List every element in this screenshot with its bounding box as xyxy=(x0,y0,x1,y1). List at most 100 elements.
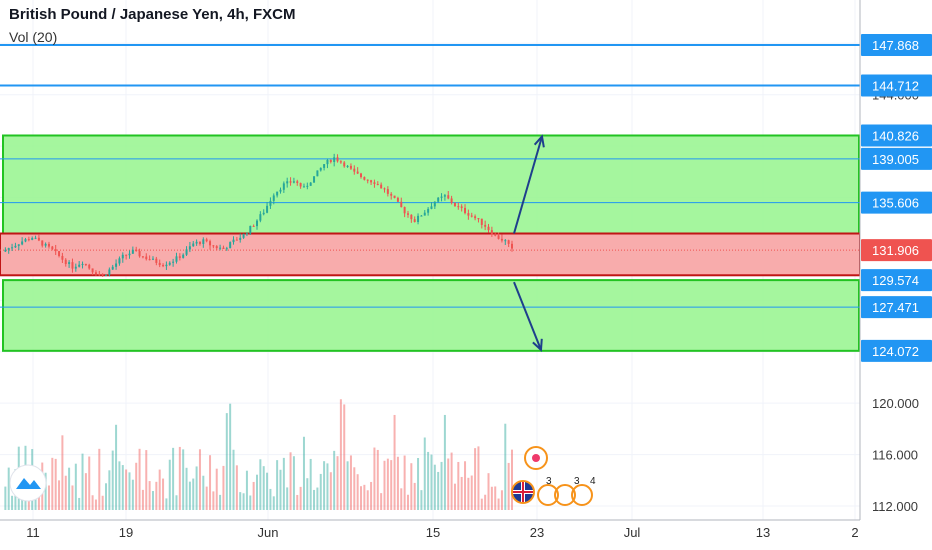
candle-body xyxy=(316,170,319,177)
symbol-title: British Pound / Japanese Yen, 4h, FXCM xyxy=(9,6,296,23)
price-axis[interactable]: 112.000116.000120.000144.000147.868144.7… xyxy=(859,0,932,520)
date-axis-bg xyxy=(0,520,932,550)
volume-bar xyxy=(54,458,57,510)
candle-body xyxy=(386,189,389,194)
price-tag xyxy=(861,147,932,170)
volume-bar xyxy=(141,489,144,510)
volume-bar xyxy=(252,481,255,510)
candle-body xyxy=(7,248,10,250)
volume-bar xyxy=(487,473,490,510)
volume-bar xyxy=(494,486,497,510)
volume-bar xyxy=(192,478,195,510)
candle-body xyxy=(252,225,255,227)
volume-bar xyxy=(289,452,292,510)
volume-bar xyxy=(443,414,446,510)
volume-bar xyxy=(245,470,248,510)
volume-bar xyxy=(450,452,453,510)
candle-body xyxy=(413,219,416,222)
candle-body xyxy=(219,247,222,249)
candle-body xyxy=(390,193,393,196)
candle-body xyxy=(272,195,275,201)
candle-body xyxy=(141,256,144,258)
volume-bar xyxy=(262,466,265,510)
candle-body xyxy=(68,262,71,265)
tradingview-logo[interactable] xyxy=(9,464,47,502)
horizontal-lines[interactable] xyxy=(0,43,860,308)
candle-body xyxy=(403,207,406,214)
volume-bar xyxy=(128,472,131,510)
price-tag xyxy=(861,339,932,362)
arrow-head xyxy=(533,134,545,148)
candle-body xyxy=(51,246,54,250)
volume-bar xyxy=(356,474,359,510)
volume-bar xyxy=(477,446,480,510)
candle-body xyxy=(178,256,181,258)
candle-body xyxy=(484,224,487,227)
candle-body xyxy=(37,237,40,241)
candle-body xyxy=(249,225,252,234)
volume-bar xyxy=(88,456,91,510)
candle-body xyxy=(443,195,446,197)
volume-bar xyxy=(198,449,201,510)
candle-body xyxy=(302,186,305,188)
candle-body xyxy=(47,243,50,247)
candle-body xyxy=(292,181,295,183)
candle-body xyxy=(17,244,20,246)
volume-bar xyxy=(480,498,483,510)
volume-bar xyxy=(292,456,295,510)
volume-bar xyxy=(131,479,134,510)
candle-body xyxy=(319,167,322,171)
candle-body xyxy=(215,246,218,249)
volume-bar xyxy=(148,481,151,510)
volume-bar xyxy=(195,466,198,510)
volume-bar xyxy=(400,488,403,510)
candle-body xyxy=(410,214,413,220)
price-zones[interactable] xyxy=(0,134,861,352)
candle-body xyxy=(356,171,359,174)
candle-body xyxy=(440,196,443,198)
candle-body xyxy=(353,168,356,172)
candle-body xyxy=(78,264,81,267)
volume-bar xyxy=(68,467,71,510)
volume-bar xyxy=(366,490,369,510)
projection-arrows[interactable] xyxy=(513,134,545,352)
candle-body xyxy=(450,198,453,203)
price-tag-label: 139.005 xyxy=(872,152,919,167)
volume-bar xyxy=(259,459,262,510)
candle-body xyxy=(135,249,138,252)
volume-bar xyxy=(4,486,7,510)
candle-body xyxy=(276,191,279,196)
volume-bar xyxy=(219,494,222,510)
candle-body xyxy=(4,249,7,252)
price-tag-label: 147.868 xyxy=(872,38,919,53)
event-count: 4 xyxy=(590,476,596,487)
candle-body xyxy=(380,184,383,189)
candle-body xyxy=(84,263,87,265)
candle-body xyxy=(460,206,463,208)
volume-bar xyxy=(309,458,312,510)
candle-body xyxy=(242,233,245,238)
price-tick-label: 112.000 xyxy=(872,499,918,514)
volume-bar xyxy=(490,486,493,510)
volume-bar xyxy=(484,494,487,510)
arrow-head xyxy=(532,338,543,352)
candle-body xyxy=(21,241,24,245)
price-tag xyxy=(861,74,932,97)
candle-body xyxy=(423,212,426,216)
date-axis[interactable]: 11 19 Jun 15 23 Jul 13 2 xyxy=(0,519,932,550)
volume-bar xyxy=(413,482,416,510)
candle-body xyxy=(430,206,433,209)
candle-body xyxy=(121,254,124,259)
volume-bar xyxy=(135,462,138,510)
volume-bar xyxy=(7,467,10,510)
volume-bar xyxy=(396,456,399,510)
volume-bar xyxy=(61,435,64,510)
arrow-shaft xyxy=(513,136,543,234)
candle-body xyxy=(474,216,477,219)
volume-bar xyxy=(370,481,373,510)
volume-bar xyxy=(115,424,118,510)
candle-body xyxy=(192,243,195,247)
candle-body xyxy=(235,239,238,241)
